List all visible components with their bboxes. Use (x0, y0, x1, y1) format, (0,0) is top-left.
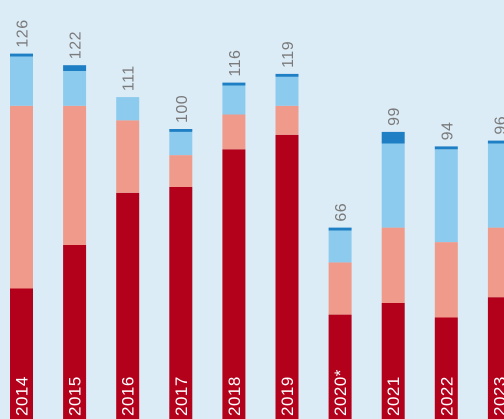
bar-segment-2021-series-4 (381, 131, 405, 144)
category-label-2022: 2022 (437, 376, 456, 416)
total-label-2023: 96 (492, 116, 504, 135)
bar-segment-2016-series-3 (116, 97, 140, 121)
bar-segment-2014-series-1 (10, 288, 33, 419)
bar-segment-2014-series-3 (10, 56, 33, 106)
total-label-2022: 94 (439, 122, 456, 141)
category-label-2015: 2015 (66, 376, 85, 416)
category-label-2017: 2017 (172, 376, 191, 416)
bar-segment-2019-series-4 (275, 73, 299, 77)
bar-segment-2020-series-1 (328, 314, 352, 419)
labels-layer: 126 2014 122 2015 111 2016 100 2017 116 2018 119 20… (13, 19, 504, 416)
bar-segment-2022-series-3 (434, 149, 458, 243)
bar-segment-2018-series-2 (222, 114, 246, 150)
total-label-2016: 111 (121, 65, 138, 91)
total-label-2021: 99 (386, 107, 403, 126)
bar-segment-2023-series-3 (487, 143, 504, 228)
bar-segment-2021-series-3 (381, 143, 405, 228)
bar-segment-2022-series-1 (434, 317, 458, 419)
total-label-2014: 126 (15, 19, 32, 47)
bar-segment-2018-series-3 (222, 85, 246, 115)
total-label-2015: 122 (68, 31, 85, 59)
category-label-2014: 2014 (13, 376, 32, 416)
bar-segment-2017-series-1 (169, 187, 193, 419)
bar-segment-2021-series-2 (381, 227, 405, 303)
bar-segment-2014-series-2 (10, 105, 33, 289)
bar-segment-2019-series-1 (275, 134, 299, 419)
bar-segment-2020-series-2 (328, 262, 352, 315)
bar-segment-2018-series-4 (222, 82, 246, 86)
total-label-2017: 100 (174, 95, 191, 123)
bar-segment-2015-series-1 (63, 245, 87, 419)
bar-segment-2015-series-2 (63, 105, 87, 245)
bar-segment-2019-series-2 (275, 105, 299, 135)
bar-segment-2022-series-4 (434, 146, 458, 150)
bars-layer (10, 53, 504, 419)
category-label-2023: 2023 (490, 376, 504, 416)
bar-segment-2019-series-3 (275, 76, 299, 106)
bar-segment-2017-series-2 (169, 155, 193, 187)
category-label-2016: 2016 (119, 376, 138, 416)
bar-segment-2014-series-4 (10, 53, 33, 57)
bar-segment-2023-series-2 (487, 227, 504, 298)
bar-segment-2023-series-1 (487, 297, 504, 419)
total-label-2019: 119 (280, 41, 297, 68)
total-label-2020: 66 (333, 203, 350, 222)
bar-segment-2017-series-4 (169, 129, 193, 132)
bar-segment-2018-series-1 (222, 149, 246, 419)
category-label-2018: 2018 (225, 376, 244, 416)
bar-segment-2020-series-3 (328, 230, 352, 263)
bar-segment-2020-series-4 (328, 227, 352, 231)
category-label-2021: 2021 (384, 376, 403, 416)
bar-segment-2016-series-1 (116, 192, 140, 419)
bar-segment-2022-series-2 (434, 242, 458, 318)
category-label-2020: 2020* (331, 369, 350, 416)
bar-segment-2023-series-4 (487, 140, 504, 144)
bar-segment-2021-series-1 (381, 303, 405, 419)
bar-segment-2015-series-4 (63, 65, 87, 71)
bar-segment-2015-series-3 (63, 71, 87, 106)
total-label-2018: 116 (227, 50, 244, 77)
bar-segment-2016-series-2 (116, 120, 140, 193)
category-label-2019: 2019 (278, 376, 297, 416)
bar-segment-2017-series-3 (169, 131, 193, 156)
